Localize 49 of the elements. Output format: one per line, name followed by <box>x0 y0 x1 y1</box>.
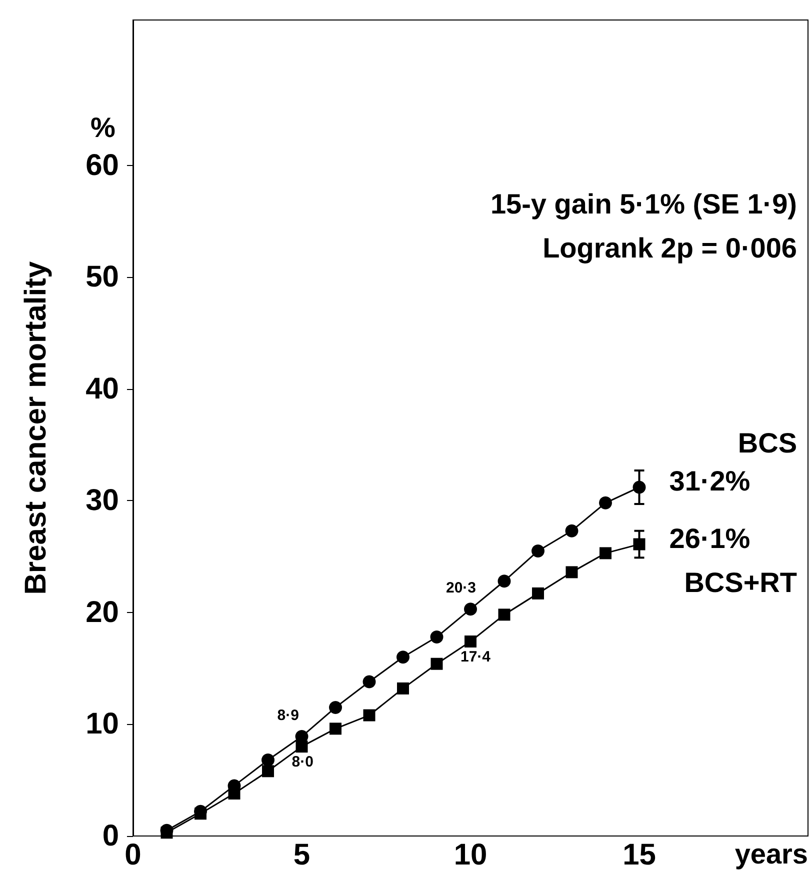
y-axis-title: Breast cancer mortality <box>20 260 52 595</box>
annotation: 26·1% <box>669 522 750 554</box>
point <box>262 765 274 778</box>
y-tick-label: 40 <box>86 372 119 406</box>
data-label: 8·9 <box>277 707 299 724</box>
y-tick-label: 30 <box>86 484 119 518</box>
x-tick-label: 15 <box>622 838 656 870</box>
point <box>633 538 646 550</box>
point <box>363 709 376 722</box>
x-axis-title: years <box>734 838 808 870</box>
y-tick-label: 20 <box>86 596 119 629</box>
point <box>566 566 578 578</box>
point <box>262 753 274 766</box>
point <box>532 587 544 600</box>
point <box>600 547 612 560</box>
point <box>396 650 410 664</box>
point <box>194 808 206 820</box>
x-tick-label: 5 <box>293 838 310 870</box>
point <box>228 788 240 800</box>
point <box>464 636 476 648</box>
data-label: 20·3 <box>446 580 476 597</box>
point <box>160 826 173 839</box>
point <box>565 524 578 538</box>
annotation: Logrank 2p = 0·006 <box>542 232 797 264</box>
y-tick-label: 50 <box>86 260 119 294</box>
point <box>430 658 443 670</box>
data-label: 17·4 <box>460 648 492 666</box>
point <box>397 682 409 694</box>
point <box>464 602 477 616</box>
annotation: 15-y gain 5·1% (SE 1·9) <box>490 188 797 220</box>
x-tick-label: 10 <box>454 838 488 870</box>
point <box>632 480 646 494</box>
point <box>532 544 544 558</box>
point <box>430 630 444 644</box>
y-tick-label: 10 <box>86 708 119 741</box>
text: BCS <box>738 428 797 459</box>
text: % <box>90 112 116 143</box>
point <box>296 740 308 753</box>
point <box>362 675 376 688</box>
y-tick-label: 60 <box>86 148 119 182</box>
point <box>498 608 510 621</box>
point <box>498 574 511 588</box>
point <box>330 722 342 735</box>
series-label: BCS+RT <box>684 566 797 598</box>
data-label: 8·0 <box>292 754 314 771</box>
point <box>329 700 342 714</box>
x-tick-label: 0 <box>124 838 142 870</box>
annotation: 31·2% <box>669 466 750 497</box>
point <box>599 496 612 510</box>
